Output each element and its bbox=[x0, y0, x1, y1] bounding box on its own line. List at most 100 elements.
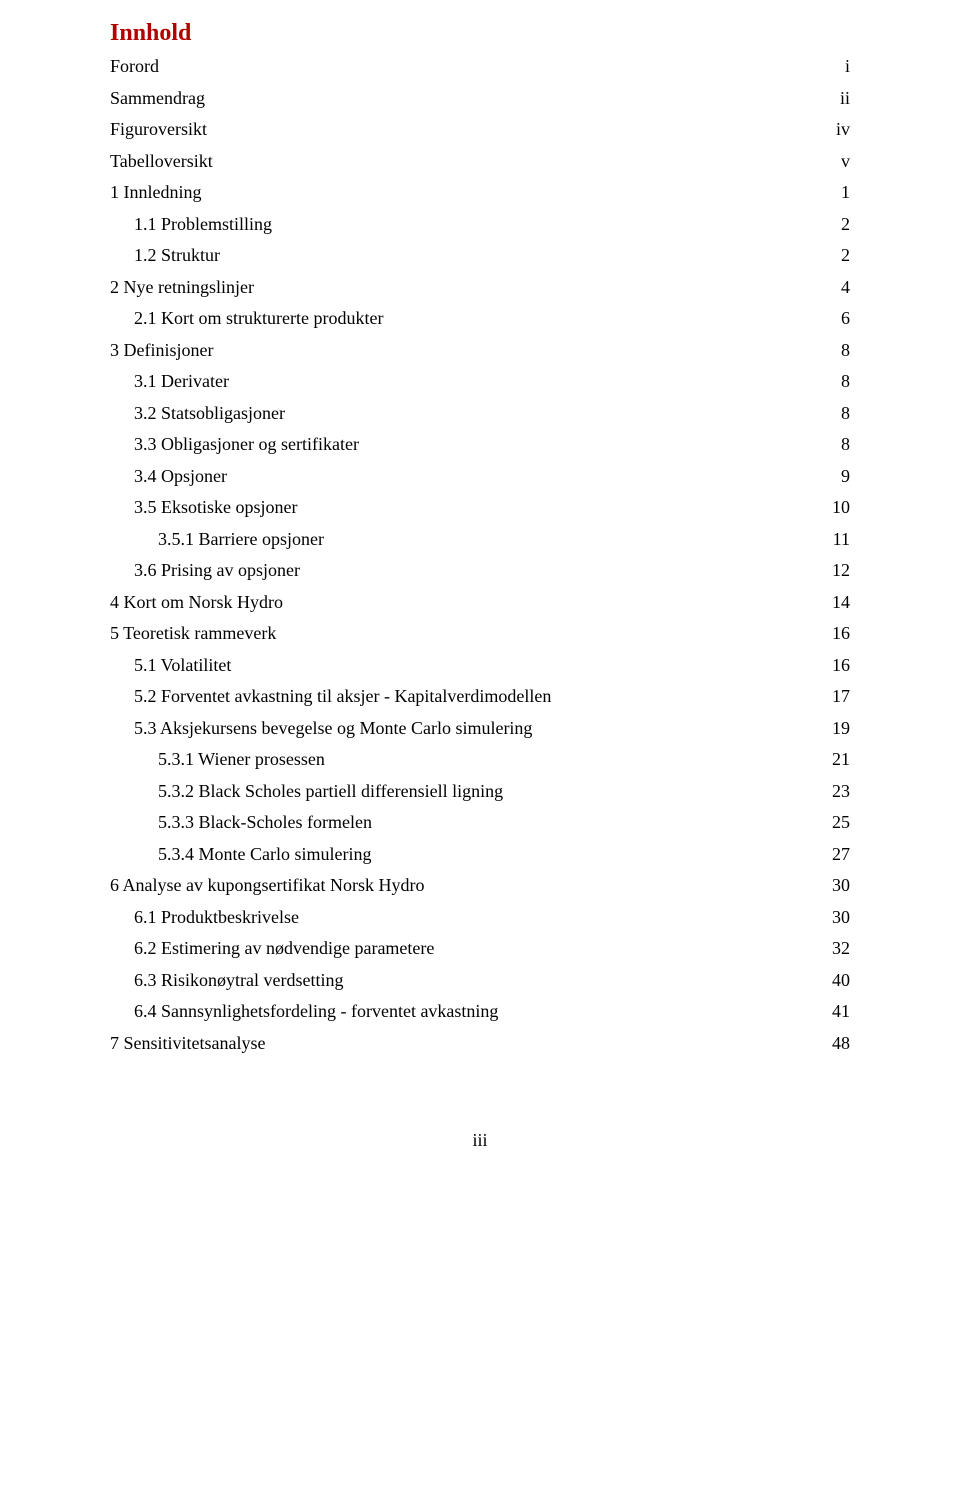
toc-entry: 5.3.2 Black Scholes partiell differensie… bbox=[110, 782, 850, 800]
toc-entry-page: 10 bbox=[828, 498, 850, 516]
toc-entry: 2.1 Kort om strukturerte produkter 6 bbox=[110, 309, 850, 327]
toc-entry-page: 2 bbox=[837, 246, 850, 264]
page-number-footer: iii bbox=[110, 1130, 850, 1151]
toc-title: Innhold bbox=[110, 20, 850, 47]
toc-entry: 3.6 Prising av opsjoner 12 bbox=[110, 561, 850, 579]
toc-entry: 6.4 Sannsynlighetsfordeling - forventet … bbox=[110, 1002, 850, 1020]
toc-entry-label: 6.4 Sannsynlighetsfordeling - forventet … bbox=[134, 1002, 498, 1020]
toc-entry-label: 3.5 Eksotiske opsjoner bbox=[134, 498, 298, 516]
toc-entry-label: 5.1 Volatilitet bbox=[134, 656, 231, 674]
toc-entry: 5.3 Aksjekursens bevegelse og Monte Carl… bbox=[110, 719, 850, 737]
toc-entry-page: 19 bbox=[828, 719, 850, 737]
toc-list: Forord i Sammendrag ii Figuroversikt iv Tabell… bbox=[110, 57, 850, 1052]
toc-entry-page: 8 bbox=[837, 372, 850, 390]
toc-entry-label: 5.3.1 Wiener prosessen bbox=[158, 750, 325, 768]
toc-entry-page: 40 bbox=[828, 971, 850, 989]
toc-entry-page: 12 bbox=[828, 561, 850, 579]
toc-entry-label: Figuroversikt bbox=[110, 120, 207, 138]
toc-entry-label: 5.3.4 Monte Carlo simulering bbox=[158, 845, 371, 863]
toc-entry-page: 8 bbox=[837, 435, 850, 453]
toc-entry-label: Tabelloversikt bbox=[110, 152, 213, 170]
toc-entry: 1 Innledning 1 bbox=[110, 183, 850, 201]
toc-entry-page: 32 bbox=[828, 939, 850, 957]
toc-entry-page: 11 bbox=[829, 530, 850, 548]
toc-entry-page: 30 bbox=[828, 876, 850, 894]
toc-entry-label: 3.2 Statsobligasjoner bbox=[134, 404, 285, 422]
toc-entry-label: 1.2 Struktur bbox=[134, 246, 220, 264]
toc-entry-label: 3 Definisjoner bbox=[110, 341, 213, 359]
toc-entry: 5.1 Volatilitet 16 bbox=[110, 656, 850, 674]
toc-entry: 3.1 Derivater 8 bbox=[110, 372, 850, 390]
toc-entry: 3 Definisjoner 8 bbox=[110, 341, 850, 359]
toc-entry-page: 41 bbox=[828, 1002, 850, 1020]
toc-entry-label: 1.1 Problemstilling bbox=[134, 215, 272, 233]
toc-entry-label: 5.2 Forventet avkastning til aksjer - Ka… bbox=[134, 687, 551, 705]
toc-entry: 6.1 Produktbeskrivelse 30 bbox=[110, 908, 850, 926]
toc-entry-page: 16 bbox=[828, 624, 850, 642]
toc-entry-label: 3.5.1 Barriere opsjoner bbox=[158, 530, 324, 548]
toc-entry-page: 16 bbox=[828, 656, 850, 674]
toc-entry: 2 Nye retningslinjer 4 bbox=[110, 278, 850, 296]
toc-entry-label: Sammendrag bbox=[110, 89, 205, 107]
toc-entry-label: 6.1 Produktbeskrivelse bbox=[134, 908, 299, 926]
toc-entry-label: 5.3.3 Black-Scholes formelen bbox=[158, 813, 372, 831]
toc-entry-page: iv bbox=[832, 120, 850, 138]
toc-entry: 6.3 Risikonøytral verdsetting 40 bbox=[110, 971, 850, 989]
toc-entry-label: 3.6 Prising av opsjoner bbox=[134, 561, 300, 579]
toc-entry: 1.1 Problemstilling 2 bbox=[110, 215, 850, 233]
toc-entry: 3.5.1 Barriere opsjoner 11 bbox=[110, 530, 850, 548]
toc-entry-label: 3.1 Derivater bbox=[134, 372, 229, 390]
toc-entry-page: 8 bbox=[837, 404, 850, 422]
toc-entry-label: 6.2 Estimering av nødvendige parametere bbox=[134, 939, 434, 957]
toc-entry-label: Forord bbox=[110, 57, 159, 75]
toc-entry: 5.3.3 Black-Scholes formelen 25 bbox=[110, 813, 850, 831]
toc-entry-label: 3.3 Obligasjoner og sertifikater bbox=[134, 435, 359, 453]
page-container: Innhold Forord i Sammendrag ii Figuroversikt… bbox=[0, 0, 960, 1498]
toc-entry-page: 48 bbox=[828, 1034, 850, 1052]
toc-entry-page: i bbox=[841, 57, 850, 75]
toc-entry: 4 Kort om Norsk Hydro 14 bbox=[110, 593, 850, 611]
toc-entry-label: 3.4 Opsjoner bbox=[134, 467, 227, 485]
toc-entry-label: 1 Innledning bbox=[110, 183, 202, 201]
toc-entry-label: 7 Sensitivitetsanalyse bbox=[110, 1034, 265, 1052]
toc-entry-label: 6.3 Risikonøytral verdsetting bbox=[134, 971, 343, 989]
toc-entry-page: 21 bbox=[828, 750, 850, 768]
toc-entry-label: 2.1 Kort om strukturerte produkter bbox=[134, 309, 383, 327]
toc-entry-page: 27 bbox=[828, 845, 850, 863]
toc-entry-page: 6 bbox=[837, 309, 850, 327]
toc-entry: Forord i bbox=[110, 57, 850, 75]
toc-entry: Sammendrag ii bbox=[110, 89, 850, 107]
toc-entry-page: 4 bbox=[837, 278, 850, 296]
toc-entry: 3.5 Eksotiske opsjoner 10 bbox=[110, 498, 850, 516]
toc-entry-page: 30 bbox=[828, 908, 850, 926]
toc-entry: 6.2 Estimering av nødvendige parametere 3… bbox=[110, 939, 850, 957]
toc-entry-label: 5.3.2 Black Scholes partiell differensie… bbox=[158, 782, 503, 800]
toc-entry-page: 14 bbox=[828, 593, 850, 611]
toc-entry: 5.3.4 Monte Carlo simulering 27 bbox=[110, 845, 850, 863]
toc-entry: Tabelloversikt v bbox=[110, 152, 850, 170]
toc-entry: 5.3.1 Wiener prosessen 21 bbox=[110, 750, 850, 768]
toc-entry-page: 25 bbox=[828, 813, 850, 831]
toc-entry-page: 2 bbox=[837, 215, 850, 233]
toc-entry-label: 4 Kort om Norsk Hydro bbox=[110, 593, 283, 611]
toc-entry: 5.2 Forventet avkastning til aksjer - Ka… bbox=[110, 687, 850, 705]
toc-entry-label: 6 Analyse av kupongsertifikat Norsk Hydr… bbox=[110, 876, 424, 894]
toc-entry: 7 Sensitivitetsanalyse 48 bbox=[110, 1034, 850, 1052]
toc-entry-page: ii bbox=[836, 89, 850, 107]
toc-entry-label: 5.3 Aksjekursens bevegelse og Monte Carl… bbox=[134, 719, 532, 737]
toc-entry: 5 Teoretisk rammeverk 16 bbox=[110, 624, 850, 642]
toc-entry: 1.2 Struktur 2 bbox=[110, 246, 850, 264]
toc-entry-page: 23 bbox=[828, 782, 850, 800]
toc-entry: 3.2 Statsobligasjoner 8 bbox=[110, 404, 850, 422]
toc-entry: 6 Analyse av kupongsertifikat Norsk Hydr… bbox=[110, 876, 850, 894]
toc-entry-label: 5 Teoretisk rammeverk bbox=[110, 624, 276, 642]
toc-entry-page: 9 bbox=[837, 467, 850, 485]
toc-entry: Figuroversikt iv bbox=[110, 120, 850, 138]
toc-entry: 3.3 Obligasjoner og sertifikater 8 bbox=[110, 435, 850, 453]
toc-entry-page: 8 bbox=[837, 341, 850, 359]
toc-entry-page: 17 bbox=[828, 687, 850, 705]
toc-entry: 3.4 Opsjoner 9 bbox=[110, 467, 850, 485]
toc-entry-page: 1 bbox=[837, 183, 850, 201]
toc-entry-label: 2 Nye retningslinjer bbox=[110, 278, 254, 296]
toc-entry-page: v bbox=[837, 152, 850, 170]
